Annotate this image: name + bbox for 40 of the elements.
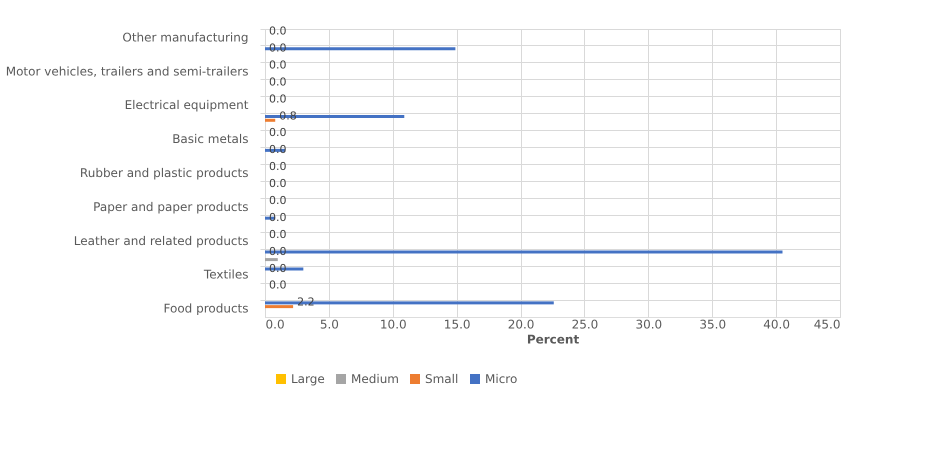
data-label: 0.0 [269, 75, 286, 88]
y-tick-label: Leather and related products [74, 234, 248, 248]
legend-label: Small [425, 372, 458, 386]
data-label: 0.0 [269, 92, 286, 106]
legend-label: Micro [485, 372, 518, 386]
data-label: 0.0 [269, 126, 286, 140]
data-label: 0.0 [269, 58, 286, 72]
x-tick-label: 10.0 [380, 318, 407, 332]
y-tick-label: Other manufacturing [122, 30, 248, 44]
bar [265, 258, 278, 262]
x-tick-label: 0.0 [266, 318, 285, 332]
data-label: 0.0 [269, 42, 286, 55]
x-tick-label: 45.0 [814, 318, 840, 332]
legend-label: Large [291, 372, 325, 386]
bar [265, 118, 276, 122]
bar [265, 305, 294, 308]
x-tick-label: 20.0 [508, 318, 534, 332]
y-tick-label: Paper and paper products [93, 200, 248, 214]
y-tick-label: Food products [164, 302, 248, 316]
data-label: 0.0 [269, 210, 286, 224]
x-tick-label: 35.0 [699, 318, 726, 332]
y-tick-label: Rubber and plastic products [80, 166, 248, 180]
y-tick-label: Textiles [202, 268, 248, 282]
data-label: 2.2 [297, 296, 315, 309]
x-tick-label: 30.0 [635, 318, 662, 332]
data-label: 0.0 [269, 278, 286, 292]
data-label: 0.0 [269, 160, 286, 174]
y-tick-label: Motor vehicles, trailers and semi-trailers [6, 64, 248, 78]
x-tick-label: 15.0 [444, 318, 471, 332]
data-label: 0.0 [269, 177, 286, 190]
data-label: 0.0 [269, 228, 286, 241]
x-axis-title: Percent [526, 332, 580, 346]
data-label: 0.0 [269, 24, 286, 38]
y-tick-label: Basic metals [172, 132, 248, 146]
x-tick-label: 25.0 [572, 318, 598, 332]
x-tick-label: 40.0 [763, 318, 790, 332]
x-tick-label: 5.0 [320, 318, 339, 332]
legend-label: Medium [351, 372, 399, 386]
y-tick-label: Electrical equipment [124, 98, 249, 112]
data-label: 0.0 [269, 194, 286, 207]
